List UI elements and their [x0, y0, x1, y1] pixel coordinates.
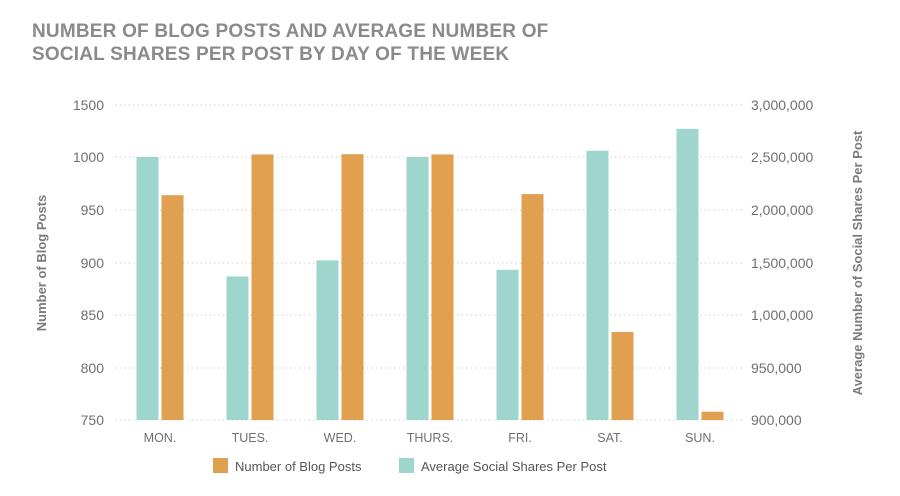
category-label: FRI.: [508, 431, 532, 445]
legend-swatch: [399, 458, 414, 473]
left-axis-tick-label: 750: [81, 412, 105, 428]
left-axis-tick-label: 800: [81, 360, 105, 376]
right-axis-ticks: 900,000 950,000 1,000,000 1,500,000 2,000,00…: [751, 97, 813, 428]
bar-social-shares-fri: [496, 269, 519, 420]
right-axis-tick-label: 3,000,000: [751, 97, 813, 113]
left-axis-tick-label: 950: [81, 202, 105, 218]
right-axis-tick-label: 2,500,000: [751, 149, 813, 165]
chart-title-line: NUMBER OF BLOG POSTS AND AVERAGE NUMBER …: [32, 21, 549, 42]
bar-social-shares-mon: [136, 157, 159, 420]
legend-label: Number of Blog Posts: [235, 459, 362, 474]
bar-blog-posts-sat: [611, 331, 634, 420]
right-axis-tick-label: 2,000,000: [751, 202, 813, 218]
left-axis-title: Number of Blog Posts: [34, 195, 49, 332]
bar-social-shares-sun: [676, 128, 699, 421]
right-axis-tick-label: 1,000,000: [751, 307, 813, 323]
bar-blog-posts-fri: [521, 194, 544, 420]
category-label: MON.: [144, 431, 177, 445]
bar-social-shares-sat: [586, 150, 609, 420]
left-axis-tick-label: 850: [81, 307, 105, 323]
right-axis-tick-label: 950,000: [751, 360, 802, 376]
category-labels: MON. TUES. WED. THURS. FRI. SAT. SUN.: [144, 431, 715, 445]
bars: [136, 128, 724, 421]
legend-label: Average Social Shares Per Post: [421, 459, 607, 474]
bar-social-shares-wed: [316, 260, 339, 420]
category-label: TUES.: [232, 431, 269, 445]
category-label: THURS.: [407, 431, 454, 445]
bar-social-shares-thurs: [406, 157, 429, 420]
bar-blog-posts-wed: [341, 154, 364, 420]
bar-blog-posts-sun: [701, 411, 724, 420]
bar-blog-posts-thurs: [431, 154, 454, 420]
right-axis-tick-label: 900,000: [751, 412, 802, 428]
left-axis-ticks: 750 800 850 900 950 1000 1500: [73, 97, 104, 428]
legend: Number of Blog Posts Average Social Share…: [213, 458, 607, 474]
legend-swatch: [213, 458, 228, 473]
chart-title: NUMBER OF BLOG POSTS AND AVERAGE NUMBER …: [32, 20, 548, 66]
right-axis-tick-label: 1,500,000: [751, 255, 813, 271]
chart-title-line: SOCIAL SHARES PER POST BY DAY OF THE WEE…: [32, 44, 510, 65]
bar-social-shares-tues: [226, 276, 249, 420]
category-label: SUN.: [685, 431, 715, 445]
bar-blog-posts-mon: [161, 195, 184, 420]
left-axis-tick-label: 900: [81, 255, 105, 271]
category-label: WED.: [324, 431, 357, 445]
gridlines: [115, 104, 745, 421]
left-axis-tick-label: 1000: [73, 149, 104, 165]
category-label: SAT.: [597, 431, 622, 445]
bar-blog-posts-tues: [251, 154, 274, 420]
left-axis-tick-label: 1500: [73, 97, 104, 113]
right-axis-title: Average Number of Social Shares Per Post: [850, 130, 865, 395]
